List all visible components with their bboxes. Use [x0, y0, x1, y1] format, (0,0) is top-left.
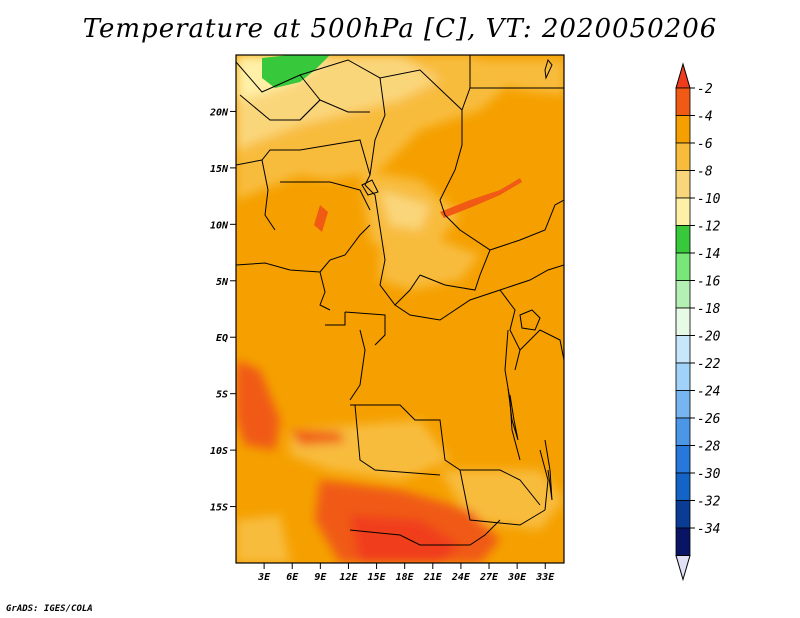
longitude-axis: 3E 6E 9E 12E 15E 18E 21E 24E 27E 30E 33E: [257, 563, 555, 583]
colorbar: -2 -4 -6 -8 -10 -12 -14 -16 -18 -20 -22 -24 -26 -28 -3…: [675, 62, 721, 582]
map-title: Temperature at 500hPa [C], VT: 202005020…: [82, 14, 718, 44]
colorbar-box: [675, 445, 691, 474]
colorbar-level-label: -2: [697, 82, 713, 97]
lon-tick-label: 21E: [423, 572, 443, 583]
lon-tick-label: 27E: [479, 572, 499, 583]
colorbar-box: [675, 87, 691, 116]
colorbar-level-label: -22: [697, 357, 721, 372]
colorbar-level-label: -24: [697, 385, 720, 400]
colorbar-box: [675, 472, 691, 501]
colorbar-level-label: -12: [697, 220, 721, 235]
lon-tick-label: 9E: [314, 572, 327, 583]
colorbar-top-arrow: [675, 62, 691, 89]
temperature-field: [236, 55, 564, 563]
colorbar-box: [675, 527, 691, 556]
lat-tick-label: 5S: [216, 390, 228, 401]
lat-tick-label: 10S: [210, 446, 228, 457]
lat-tick-label: 10N: [210, 220, 229, 231]
colorbar-level-label: -4: [697, 110, 713, 125]
colorbar-box: [675, 197, 691, 226]
warm-streaks: [314, 178, 522, 232]
colorbar-level-label: -28: [697, 440, 721, 455]
grads-credit: GrADS: IGES/COLA: [6, 604, 93, 614]
colorbar-box: [675, 280, 691, 309]
lon-tick-label: 3E: [257, 572, 271, 583]
lon-tick-label: 6E: [286, 572, 299, 583]
lon-tick-label: 12E: [339, 572, 358, 583]
colorbar-level-label: -14: [697, 247, 720, 262]
colorbar-level-label: -34: [697, 522, 720, 537]
colorbar-box: [675, 225, 691, 254]
colorbar-level-label: -32: [697, 495, 721, 510]
colorbar-box: [675, 115, 691, 144]
colorbar-level-label: -8: [697, 165, 713, 180]
lon-tick-label: 15E: [368, 572, 387, 583]
colorbar-level-label: -30: [697, 467, 721, 482]
colorbar-level-label: -20: [697, 330, 721, 345]
lat-tick-label: 15N: [210, 164, 229, 175]
lat-tick-label: EQ: [216, 333, 228, 344]
lon-tick-label: 24E: [451, 572, 471, 583]
colorbar-level-label: -26: [697, 412, 721, 427]
colorbar-level-label: -10: [697, 192, 721, 207]
colorbar-level-label: -18: [697, 302, 721, 317]
lat-tick-label: 20N: [209, 107, 229, 118]
lat-tick-label: 15S: [210, 503, 228, 514]
colorbar-box: [675, 362, 691, 391]
lat-tick-label: 5N: [216, 277, 229, 288]
boundaries: [236, 55, 564, 546]
colorbar-level-label: -16: [697, 275, 721, 290]
colorbar-box: [675, 307, 691, 336]
field-shading: [236, 55, 564, 563]
colorbar-bottom-arrow: [675, 555, 691, 582]
lakes: [361, 58, 553, 501]
lon-tick-label: 33E: [535, 572, 555, 583]
lon-tick-label: 18E: [396, 572, 415, 583]
latitude-axis: 20N 15N 10N 5N EQ 5S 10S 15S: [209, 107, 236, 514]
colorbar-level-label: -6: [697, 137, 713, 152]
colorbar-box: [675, 417, 691, 446]
map-frame: [235, 54, 565, 564]
colorbar-box: [675, 142, 691, 171]
colorbar-box: [675, 390, 691, 419]
colorbar-box: [675, 170, 691, 199]
colorbar-box: [675, 335, 691, 364]
colorbar-box: [675, 500, 691, 529]
colorbar-box: [675, 252, 691, 281]
lon-tick-label: 30E: [507, 572, 527, 583]
cold-patch: [262, 55, 330, 88]
